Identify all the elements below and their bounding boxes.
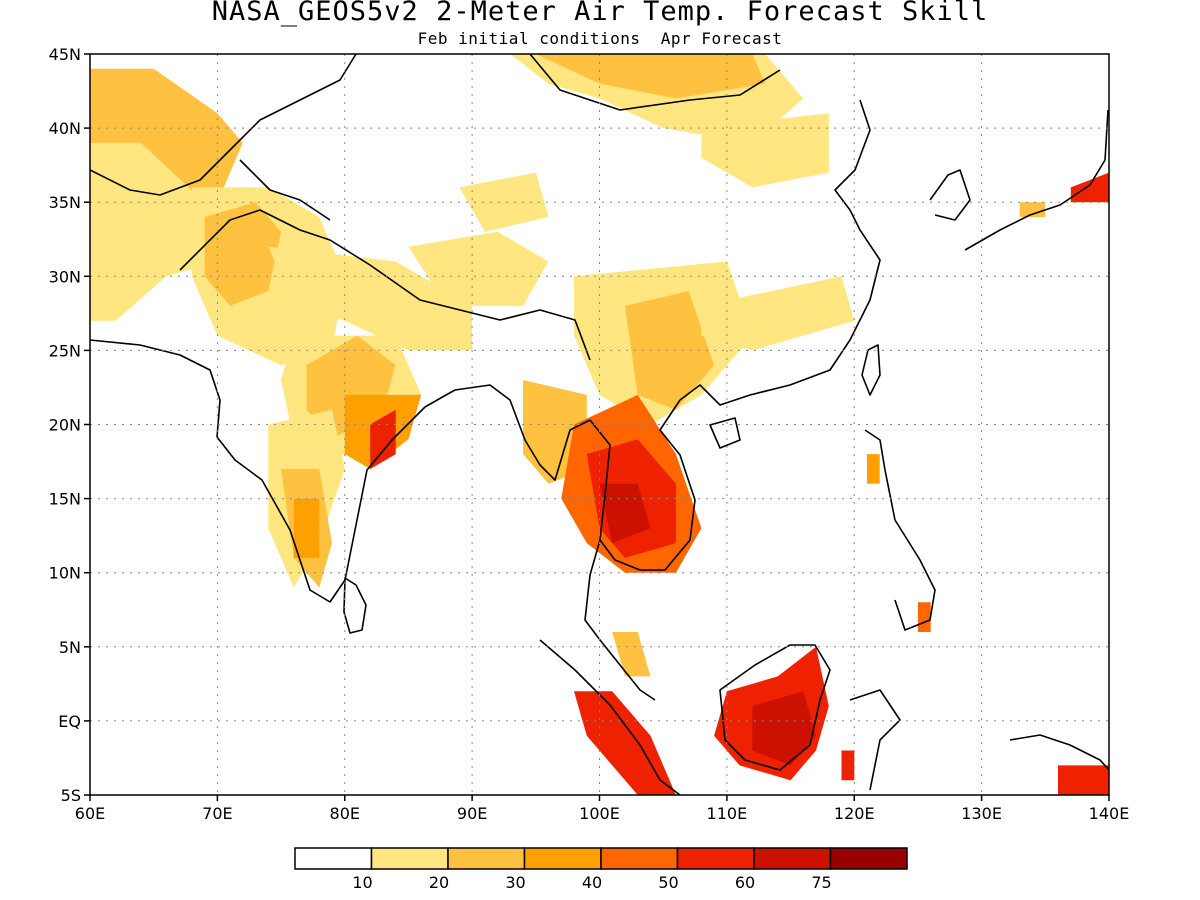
colorbar-label: 30: [505, 873, 525, 892]
coastline-bay-of-bengal-east: [454, 384, 591, 481]
x-tick-label: 90E: [457, 804, 487, 823]
border-india: [179, 209, 591, 361]
coastline-new-guinea: [1009, 734, 1109, 771]
x-tick-label: 70E: [202, 804, 232, 823]
colorbar-swatch: [753, 847, 832, 870]
gridlines: [90, 54, 1109, 795]
skill-region-south-china-core: [625, 291, 715, 410]
y-tick-label: 5N: [59, 638, 81, 657]
x-tick-label: 100E: [579, 804, 620, 823]
skill-region-north-india-nepal: [268, 246, 473, 351]
colorbar-swatch: [829, 847, 908, 870]
colorbar-swatch: [370, 847, 449, 870]
coastline-sri-lanka: [343, 577, 367, 634]
y-tick-label: EQ: [58, 712, 81, 731]
coastline-philippines: [864, 429, 936, 631]
skill-region-orissa: [370, 409, 396, 469]
colorbar-label: 20: [429, 873, 449, 892]
x-tick-label: 60E: [75, 804, 105, 823]
x-tick-label: 120E: [834, 804, 875, 823]
colorbar-swatch: [523, 847, 602, 870]
y-tick-label: 5S: [61, 786, 81, 805]
skill-region-tibet: [408, 231, 549, 306]
coastline-sumatra: [539, 639, 681, 795]
chart-title: NASA_GEOS5v2 2-Meter Air Temp. Forecast …: [211, 0, 989, 27]
y-tick-label: 40N: [49, 119, 81, 138]
colorbar-swatch: [447, 847, 526, 870]
colorbar-swatch: [600, 847, 679, 870]
coastline-layer: [90, 54, 1109, 795]
skill-region-borneo-core: [752, 691, 816, 766]
skill-region-sulawesi: [841, 750, 855, 781]
y-tick-label: 20N: [49, 416, 81, 435]
coastline-malay-peninsula: [584, 539, 656, 701]
skill-region-japan: [1070, 172, 1109, 203]
skill-region-mindanao: [917, 602, 931, 632]
skill-region-punjab: [204, 202, 282, 306]
colorbar-label: 10: [352, 873, 372, 892]
axis-ticks: 60E 70E 80E 90E 100E 110E 120E 130E 140E 45N 40N 35…: [49, 45, 1130, 823]
y-tick-label: 10N: [49, 564, 81, 583]
coastline-japan: [964, 109, 1109, 251]
colorbar: 10 20 30 40 50 60 75: [294, 847, 908, 892]
skill-region-thailand-core: [599, 483, 651, 544]
coastline-hainan: [709, 417, 741, 449]
skill-region-sumatra: [574, 691, 676, 795]
y-tick-label: 30N: [49, 267, 81, 286]
y-tick-label: 35N: [49, 193, 81, 212]
coastline-china: [679, 99, 881, 406]
chart-subtitle: Feb initial conditions Apr Forecast: [417, 29, 783, 48]
coastline-sulawesi: [849, 689, 901, 791]
colorbar-label: 50: [658, 873, 678, 892]
coastline-arabian-sea: [90, 339, 221, 438]
coastline-korea: [929, 169, 971, 221]
y-tick-label: 45N: [49, 45, 81, 64]
skill-region-north-china: [701, 113, 829, 188]
skill-region-mongolia-core: [535, 54, 766, 99]
x-tick-label: 110E: [707, 804, 748, 823]
x-tick-label: 140E: [1089, 804, 1130, 823]
colorbar-label: 75: [811, 873, 831, 892]
coastline-indochina: [589, 399, 696, 571]
skill-region-new-guinea: [1058, 765, 1109, 795]
coastline-borneo: [719, 644, 831, 771]
border-china-west: [239, 159, 331, 221]
coastline-taiwan: [861, 344, 881, 396]
border-mongolia: [529, 54, 781, 111]
border-central-asia: [90, 54, 357, 196]
colorbar-label: 60: [735, 873, 755, 892]
x-tick-label: 130E: [961, 804, 1002, 823]
skill-region-malay-peninsula: [612, 632, 651, 677]
skill-region-japan-west: [1019, 202, 1046, 217]
colorbar-swatch: [294, 847, 373, 870]
skill-region-east-china: [701, 276, 855, 351]
colorbar-label: 40: [582, 873, 602, 892]
skill-region-south-india-core: [293, 498, 320, 558]
x-tick-label: 80E: [330, 804, 360, 823]
skill-region-philippines-luzon: [867, 454, 880, 484]
y-tick-label: 15N: [49, 490, 81, 509]
skill-region-tarim: [459, 172, 549, 232]
y-tick-label: 25N: [49, 341, 81, 360]
colorbar-swatch: [676, 847, 755, 870]
skill-region-iran-afghanistan: [90, 142, 218, 321]
